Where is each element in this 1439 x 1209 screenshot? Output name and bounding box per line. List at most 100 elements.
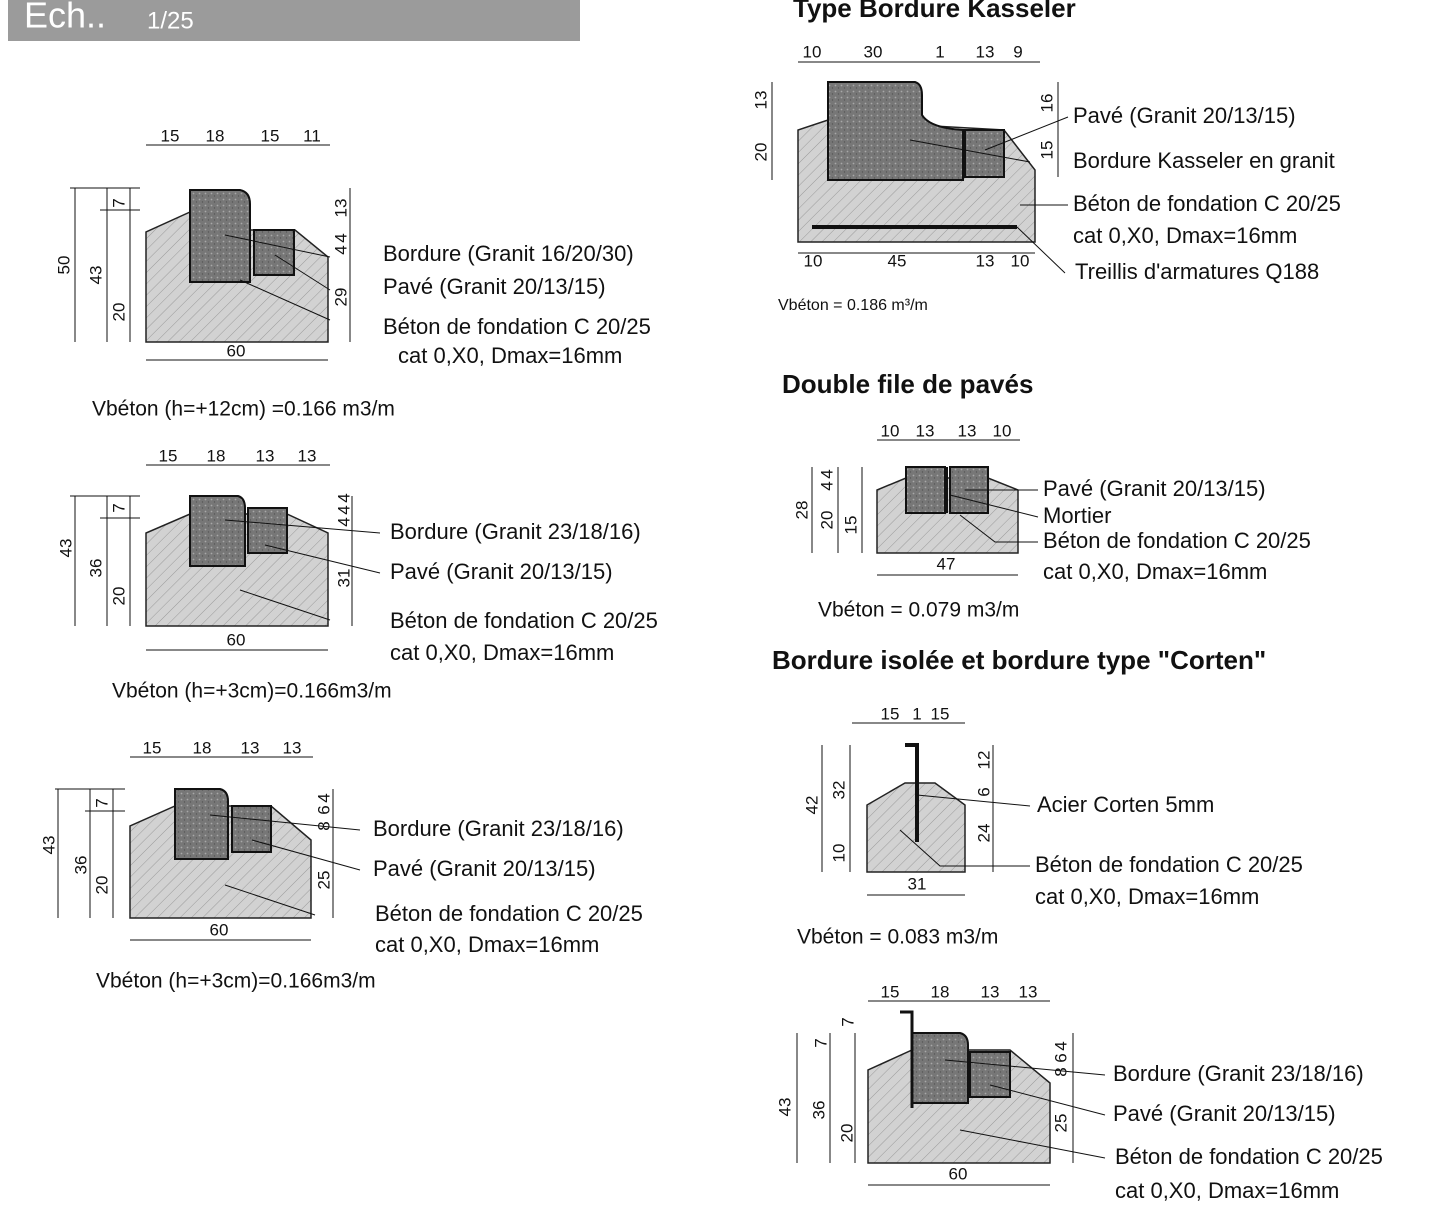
dimension: 18 (193, 738, 212, 757)
dimension: 20 (109, 303, 128, 322)
callout-label: Pavé (Granit 20/13/15) (390, 559, 613, 584)
callout-label: Acier Corten 5mm (1037, 792, 1214, 817)
dimension: 13 (976, 42, 995, 61)
dimension: 15 (261, 126, 280, 145)
dimension: 15 (931, 704, 950, 723)
dimension: 4 (334, 517, 353, 526)
dimension: 43 (86, 266, 105, 285)
callout-label: Béton de fondation C 20/25 (1043, 528, 1311, 553)
dimension: 15 (143, 738, 162, 757)
concrete-volume: Vbéton (h=+12cm) =0.166 m3/m (92, 398, 395, 421)
dimension: 6 (1051, 1053, 1070, 1062)
dimension: 25 (314, 871, 333, 890)
dimension: 36 (71, 856, 90, 875)
callout-label: cat 0,X0, Dmax=16mm (1115, 1178, 1339, 1203)
dimension: 13 (256, 446, 275, 465)
dimension: 10 (881, 421, 900, 440)
dimension: 15 (1037, 141, 1056, 160)
dimension: 7 (109, 503, 128, 512)
dimension: 15 (841, 516, 860, 535)
dimension: 13 (916, 421, 935, 440)
callout-label: Pavé (Granit 20/13/15) (1043, 476, 1266, 501)
dimension: 13 (331, 199, 350, 218)
dimension: 50 (54, 256, 73, 275)
dimension: 4 (1051, 1041, 1070, 1050)
callout-label: cat 0,X0, Dmax=16mm (398, 343, 622, 368)
dimension: 12 (974, 751, 993, 770)
callout-label: Pavé (Granit 20/13/15) (1073, 103, 1296, 128)
callout-label: Béton de fondation C 20/25 (1115, 1144, 1383, 1169)
dimension: 4 (314, 793, 333, 802)
dimension: 13 (1019, 982, 1038, 1001)
callout-label: cat 0,X0, Dmax=16mm (375, 932, 599, 957)
dimension: 4 (331, 233, 350, 242)
kasseler-shapes (771, 61, 1069, 274)
concrete-volume: Vbéton (h=+3cm)=0.166m3/m (112, 680, 392, 703)
concrete-volume: Vbéton = 0.079 m3/m (818, 599, 1019, 622)
callout-label: cat 0,X0, Dmax=16mm (1035, 884, 1259, 909)
dimension: 8 (1051, 1067, 1070, 1076)
corten-shapes (821, 722, 1031, 896)
dimension: 60 (949, 1164, 968, 1183)
dimension: 13 (751, 91, 770, 110)
dimension: 4 (334, 493, 353, 502)
dimension: 15 (159, 446, 178, 465)
dimension: 13 (241, 738, 260, 757)
callout-label: cat 0,X0, Dmax=16mm (1073, 223, 1297, 248)
dimension: 11 (303, 126, 321, 145)
dimension: 36 (809, 1101, 828, 1120)
section-title: Bordure isolée et bordure type "Corten" (772, 645, 1266, 675)
concrete-volume: Vbéton (h=+3cm)=0.166m3/m (96, 970, 376, 993)
dimension: 13 (298, 446, 317, 465)
dimension: 4 (817, 469, 836, 478)
header-band (8, 0, 580, 41)
dimension: 10 (803, 42, 822, 61)
dimension: 24 (974, 824, 993, 843)
dimension: 4 (331, 245, 350, 254)
dimension: 9 (1013, 42, 1022, 61)
callout-label: cat 0,X0, Dmax=16mm (1043, 559, 1267, 584)
dimension: 7 (811, 1038, 830, 1047)
dimension: 31 (334, 569, 353, 588)
callout-label: Bordure (Granit 23/18/16) (373, 816, 624, 841)
dimension: 13 (976, 251, 995, 270)
dimension: 60 (227, 630, 246, 649)
header-ech: Ech.. (24, 0, 106, 36)
dimension: 32 (829, 781, 848, 800)
dimension: 42 (802, 796, 821, 815)
dimension: 28 (792, 501, 811, 520)
dimension: 10 (993, 421, 1012, 440)
dimension: 36 (86, 559, 105, 578)
dimension: 7 (109, 198, 128, 207)
concrete-volume: Vbéton = 0.083 m3/m (797, 926, 998, 949)
dimension: 13 (958, 421, 977, 440)
section-title: Type Bordure Kasseler (793, 0, 1076, 23)
dimension: 20 (109, 587, 128, 606)
dimension: 7 (92, 798, 111, 807)
callout-label: Béton de fondation C 20/25 (383, 314, 651, 339)
header-scale: 1/25 (147, 7, 194, 34)
dimension: 15 (881, 982, 900, 1001)
dimension: 10 (1011, 251, 1030, 270)
section-title: Double file de pavés (782, 369, 1033, 399)
callout-label: Béton de fondation C 20/25 (375, 901, 643, 926)
callout-label: Treillis d'armatures Q188 (1075, 259, 1319, 284)
dimension: 18 (931, 982, 950, 1001)
detail-3-shapes (55, 756, 361, 941)
callout-label: Béton de fondation C 20/25 (1073, 191, 1341, 216)
dimension: 15 (881, 704, 900, 723)
dimension: 1 (935, 42, 944, 61)
dimension: 20 (837, 1124, 856, 1143)
dimension: 4 (817, 481, 836, 490)
detail-7-shapes (796, 1000, 1106, 1186)
dimension: 6 (314, 805, 333, 814)
dimension: 47 (937, 554, 956, 573)
dimension: 31 (908, 874, 927, 893)
dimension: 60 (210, 920, 229, 939)
dimension: 20 (817, 511, 836, 530)
dimension: 43 (39, 836, 58, 855)
dimension: 13 (981, 982, 1000, 1001)
dimension: 1 (912, 704, 921, 723)
detail-1-shapes (70, 144, 351, 361)
dimension: 29 (331, 288, 350, 307)
